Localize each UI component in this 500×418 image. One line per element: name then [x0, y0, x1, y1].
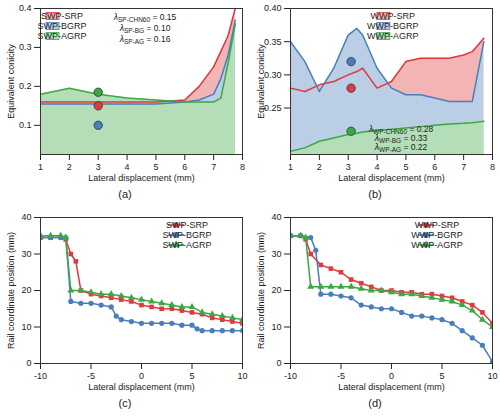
- svg-text:-10: -10: [284, 371, 297, 381]
- svg-text:SWP-AGRP: SWP-AGRP: [37, 31, 86, 41]
- svg-text:40: 40: [271, 212, 281, 222]
- svg-text:4: 4: [375, 162, 380, 172]
- html-text:(a): (a): [118, 188, 132, 200]
- svg-text:20: 20: [21, 285, 31, 295]
- svg-text:SWP-AGRP: SWP-AGRP: [162, 240, 211, 250]
- svg-text:0: 0: [26, 358, 31, 368]
- svg-text:SWP-SRP: SWP-SRP: [166, 220, 208, 230]
- svg-text:Rail coordinate position (mm): Rail coordinate position (mm): [6, 232, 16, 349]
- svg-text:0.3: 0.3: [19, 42, 32, 52]
- svg-text:3: 3: [346, 162, 351, 172]
- svg-text:Lateral displacement (mm): Lateral displacement (mm): [88, 382, 195, 392]
- svg-text:6: 6: [182, 162, 187, 172]
- svg-text:7: 7: [461, 162, 466, 172]
- svg-text:0.40: 0.40: [264, 3, 282, 13]
- svg-text:0.4: 0.4: [19, 3, 32, 13]
- svg-text:0: 0: [389, 371, 394, 381]
- svg-text:λWP-AG = 0.22: λWP-AG = 0.22: [374, 142, 428, 153]
- svg-text:5: 5: [189, 371, 194, 381]
- svg-text:0.35: 0.35: [264, 37, 282, 47]
- svg-text:0.2: 0.2: [19, 81, 32, 91]
- svg-text:WWP-AGRP: WWP-AGRP: [411, 240, 463, 250]
- svg-text:WWP-SRP: WWP-SRP: [415, 220, 460, 230]
- svg-text:5: 5: [439, 371, 444, 381]
- svg-text:8: 8: [240, 162, 245, 172]
- svg-text:5: 5: [153, 162, 158, 172]
- html-text:(b): (b): [368, 188, 382, 200]
- svg-text:0: 0: [276, 358, 281, 368]
- svg-text:0: 0: [139, 371, 144, 381]
- svg-text:WWP-AGRP: WWP-AGRP: [367, 31, 419, 41]
- svg-text:Equivalent conicity: Equivalent conicity: [6, 44, 16, 119]
- html-text:λWP-BG= 0.33: λWP-BG= 0.33: [374, 133, 428, 144]
- svg-text:0.30: 0.30: [264, 70, 282, 80]
- svg-text:1: 1: [288, 162, 293, 172]
- svg-text:-10: -10: [34, 371, 47, 381]
- html-text:(c): (c): [118, 397, 132, 409]
- svg-text:0.25: 0.25: [264, 103, 282, 113]
- svg-text:30: 30: [271, 249, 281, 259]
- svg-text:1: 1: [38, 162, 43, 172]
- svg-text:8: 8: [490, 162, 495, 172]
- svg-text:10: 10: [21, 322, 31, 332]
- svg-text:SWP-SRP: SWP-SRP: [41, 11, 83, 21]
- svg-text:5: 5: [403, 162, 408, 172]
- html-text:(d): (d): [368, 397, 382, 409]
- svg-text:Lateral displacement (mm): Lateral displacement (mm): [338, 382, 445, 392]
- svg-text:10: 10: [237, 371, 247, 381]
- svg-text:3: 3: [96, 162, 101, 172]
- svg-text:WWP-BGRP: WWP-BGRP: [411, 230, 463, 240]
- svg-text:Rail coordinate position (mm): Rail coordinate position (mm): [256, 232, 266, 349]
- html-text:λWP-CHN60= 0.28: λWP-CHN60= 0.28: [368, 124, 434, 135]
- svg-text:λSP-CHN60 = 0.15: λSP-CHN60 = 0.15: [113, 12, 177, 23]
- svg-text:λSP-BG = 0.10: λSP-BG = 0.10: [119, 23, 171, 34]
- svg-text:SWP-BGRP: SWP-BGRP: [162, 230, 211, 240]
- svg-text:-5: -5: [337, 371, 345, 381]
- svg-text:Equivalent conicity: Equivalent conicity: [256, 44, 266, 119]
- svg-text:4: 4: [125, 162, 130, 172]
- svg-text:-5: -5: [87, 371, 95, 381]
- svg-text:40: 40: [21, 212, 31, 222]
- svg-text:2: 2: [317, 162, 322, 172]
- svg-text:SWP-BGRP: SWP-BGRP: [37, 21, 86, 31]
- svg-text:WWP-SRP: WWP-SRP: [371, 11, 416, 21]
- svg-text:2: 2: [67, 162, 72, 172]
- svg-text:Lateral displacement (mm): Lateral displacement (mm): [338, 173, 445, 183]
- svg-text:7: 7: [211, 162, 216, 172]
- svg-text:0.1: 0.1: [19, 120, 32, 130]
- svg-text:6: 6: [432, 162, 437, 172]
- svg-text:30: 30: [21, 249, 31, 259]
- svg-text:Lateral displacement (mm): Lateral displacement (mm): [88, 173, 195, 183]
- svg-text:WWP-BGRP: WWP-BGRP: [367, 21, 419, 31]
- svg-text:10: 10: [487, 371, 497, 381]
- svg-text:λSP-AG = 0.16: λSP-AG = 0.16: [119, 34, 171, 45]
- svg-text:10: 10: [271, 322, 281, 332]
- svg-text:20: 20: [271, 285, 281, 295]
